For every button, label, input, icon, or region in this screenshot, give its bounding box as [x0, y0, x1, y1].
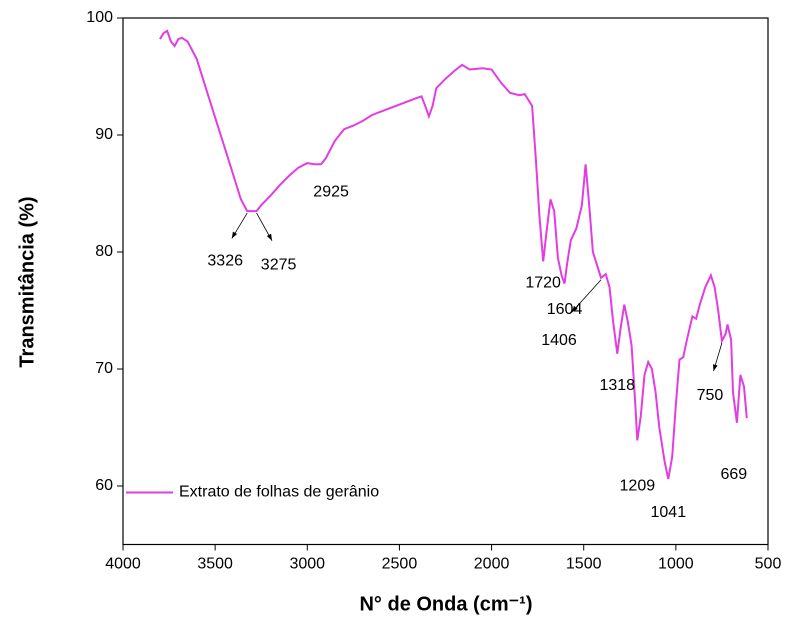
x-axis-label: N° de Onda (cm⁻¹) — [359, 593, 532, 615]
annotation: 1209 — [620, 478, 656, 495]
x-tick-label: 1500 — [566, 556, 602, 573]
y-tick-label: 80 — [95, 243, 113, 260]
annotation: 2925 — [313, 183, 349, 200]
y-tick-label: 60 — [95, 477, 113, 494]
arrow-head — [231, 231, 238, 239]
annotation: 1318 — [599, 377, 635, 394]
arrow-head — [571, 305, 578, 313]
x-tick-label: 1000 — [658, 556, 694, 573]
x-tick-label: 500 — [755, 556, 782, 573]
annotation: 750 — [697, 387, 724, 404]
x-tick-label: 2500 — [382, 556, 418, 573]
annotation: 3326 — [207, 252, 243, 269]
x-tick-label: 3000 — [289, 556, 325, 573]
x-tick-label: 4000 — [105, 556, 141, 573]
annotation: 1041 — [651, 504, 687, 521]
data-line — [159, 29, 748, 480]
x-tick-label: 2000 — [474, 556, 510, 573]
y-tick-label: 90 — [95, 126, 113, 143]
annotation: 1604 — [547, 301, 583, 318]
y-tick-label: 100 — [86, 9, 113, 26]
annotation: 669 — [721, 466, 748, 483]
annotation: 3275 — [261, 256, 297, 273]
legend-label: Extrato de folhas de gerânio — [179, 484, 379, 501]
plot-frame — [122, 17, 769, 546]
x-tick-label: 3500 — [197, 556, 233, 573]
annotation: 1406 — [541, 332, 577, 349]
y-axis-label: Transmitância (%) — [16, 196, 38, 367]
annotation: 1720 — [525, 275, 561, 292]
arrow-head — [712, 364, 718, 372]
arrow-head — [266, 233, 273, 241]
annotation-arrow — [571, 279, 602, 313]
y-tick-label: 70 — [95, 360, 113, 377]
